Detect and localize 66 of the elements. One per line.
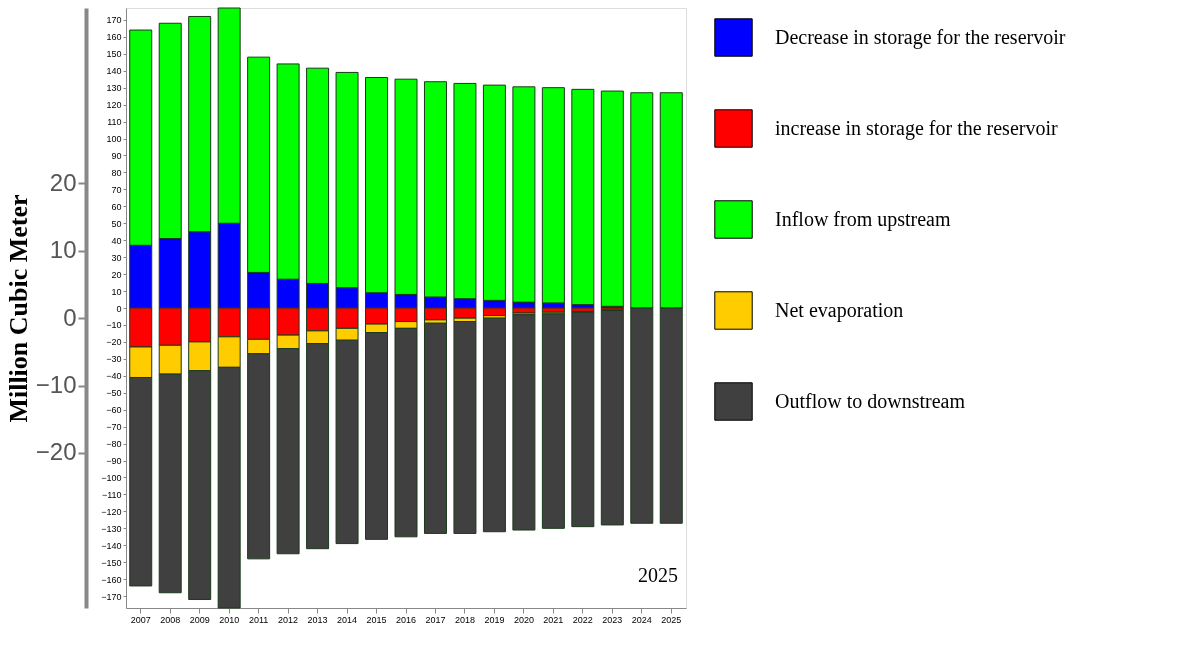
y2-tick-label: 0	[63, 303, 77, 331]
legend-label: increase in storage for the reservoir	[775, 116, 1058, 140]
y-tick-label: −60	[106, 405, 122, 416]
y-tick-label: −110	[101, 489, 122, 500]
x-tick-label: 2019	[484, 614, 505, 625]
y-tick-label: 70	[111, 184, 122, 195]
y-tick-label: −150	[101, 557, 122, 568]
y-tick-label: 30	[111, 252, 122, 263]
x-tick-label: 2014	[337, 614, 358, 625]
y2-axis-title: Million Cubic Meter	[3, 194, 33, 423]
y-tick-label: −50	[106, 388, 122, 399]
y2-tick-label: −10	[35, 371, 77, 399]
x-tick-label: 2020	[513, 614, 534, 625]
y-tick-label: −40	[106, 371, 122, 382]
legend-label: Outflow to downstream	[775, 389, 966, 412]
x-tick-label: 2023	[602, 614, 623, 625]
y-tick-label: −80	[106, 439, 122, 450]
y2-tick-label: 10	[49, 236, 77, 264]
y-tick-label: −70	[106, 422, 122, 433]
y-tick-label: 20	[111, 269, 122, 280]
y-tick-label: −160	[101, 574, 122, 585]
y-tick-label: −90	[106, 456, 122, 467]
y-tick-label: 50	[111, 218, 122, 229]
x-tick-label: 2009	[189, 614, 210, 625]
y2-tick-label: −20	[35, 438, 77, 466]
y-tick-label: −170	[101, 591, 122, 602]
x-tick-label: 2008	[160, 614, 181, 625]
legend-label: Decrease in storage for the reservoir	[775, 25, 1066, 49]
y-tick-label: 90	[111, 150, 122, 161]
annotation: 2025	[638, 564, 678, 586]
legend-label: Inflow from upstream	[775, 207, 951, 231]
y-tick-label: 160	[106, 32, 122, 43]
y-tick-label: 120	[106, 100, 122, 111]
y-tick-label: 10	[111, 286, 122, 297]
y-tick-label: 140	[106, 66, 122, 77]
y-tick-label: 80	[111, 167, 122, 178]
x-tick-label: 2011	[248, 614, 269, 625]
y-tick-label: −10	[106, 320, 122, 331]
y-tick-label: −120	[101, 506, 122, 517]
y-tick-label: 100	[106, 134, 122, 145]
y-tick-label: 0	[116, 303, 122, 314]
x-tick-label: 2010	[219, 614, 240, 625]
y-tick-label: 150	[106, 49, 122, 60]
y-tick-label: −130	[101, 523, 122, 534]
x-tick-label: 2016	[395, 614, 417, 625]
x-tick-label: 2007	[130, 614, 151, 625]
y-tick-label: −140	[101, 540, 122, 551]
y2-tick-label: 20	[49, 168, 77, 196]
y-tick-label: −100	[101, 472, 122, 483]
y-tick-label: 60	[111, 201, 122, 212]
y-tick-label: 40	[111, 235, 122, 246]
x-tick-label: 2022	[572, 614, 593, 625]
x-tick-label: 2013	[307, 614, 328, 625]
x-tick-label: 2024	[631, 614, 652, 625]
x-tick-label: 2017	[425, 614, 446, 625]
y-tick-label: 130	[106, 83, 122, 94]
y-tick-label: 170	[106, 15, 122, 26]
x-tick-label: 2015	[366, 614, 387, 625]
y-tick-label: −30	[106, 354, 122, 365]
legend-label: Net evaporation	[775, 298, 904, 322]
x-tick-label: 2018	[454, 614, 475, 625]
x-tick-label: 2012	[278, 614, 299, 625]
x-tick-label: 2021	[543, 614, 564, 625]
y-tick-label: 110	[107, 117, 122, 128]
y-tick-label: −20	[106, 337, 122, 348]
x-tick-label: 2025	[661, 614, 682, 625]
